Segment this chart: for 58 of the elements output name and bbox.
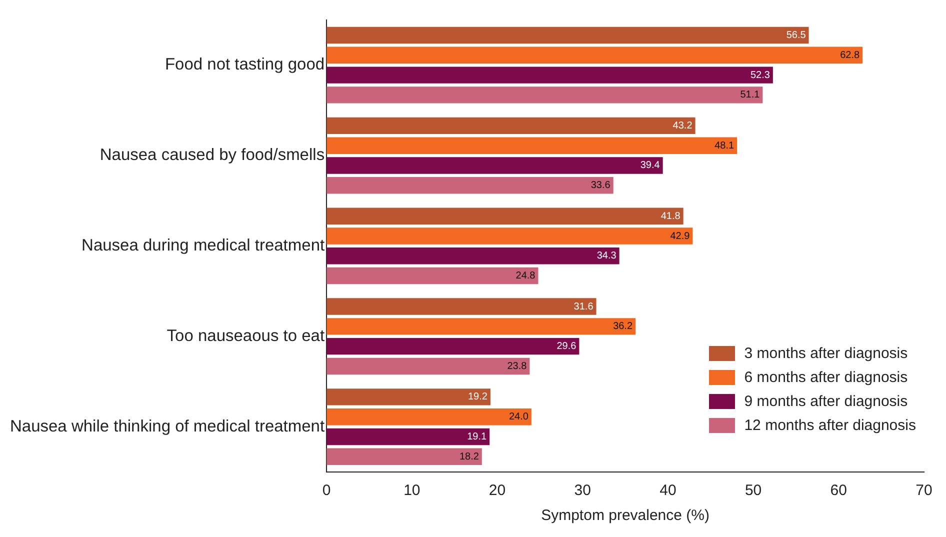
bar xyxy=(326,388,490,406)
bar xyxy=(326,298,596,315)
x-tick-label: 40 xyxy=(660,482,676,500)
x-tick-label: 30 xyxy=(574,482,591,500)
bar xyxy=(326,137,738,154)
x-axis-title: Symptom prevalence (%) xyxy=(541,507,710,524)
bar xyxy=(326,428,490,446)
data-label: 33.6 xyxy=(590,180,611,192)
data-label: 31.6 xyxy=(574,301,594,312)
data-label: 41.8 xyxy=(660,210,681,222)
bar xyxy=(326,267,538,284)
bar xyxy=(326,408,532,426)
legend-label: 9 months after diagnosis xyxy=(744,392,908,410)
data-label: 18.2 xyxy=(459,451,480,462)
bar xyxy=(326,86,763,104)
x-tick-label: 10 xyxy=(404,482,420,500)
data-label: 56.5 xyxy=(786,30,806,42)
data-label: 36.2 xyxy=(613,321,633,332)
data-label: 51.1 xyxy=(740,90,760,101)
x-tick-label: 20 xyxy=(488,482,506,500)
y-tick-label: Nausea during medical treatment xyxy=(82,236,325,254)
bar xyxy=(326,248,620,264)
legend-label: 6 months after diagnosis xyxy=(744,368,908,386)
x-tick-label: 70 xyxy=(916,482,932,500)
data-label: 23.8 xyxy=(507,360,528,372)
bar xyxy=(326,66,773,84)
legend-label: 3 months after diagnosis xyxy=(744,344,908,362)
legend-label: 12 months after diagnosis xyxy=(744,416,916,434)
bar xyxy=(326,318,636,335)
bar xyxy=(326,338,580,355)
bar xyxy=(326,358,530,375)
y-tick-label: Nausea while thinking of medical treatment xyxy=(10,417,325,436)
data-label: 24.0 xyxy=(508,412,529,423)
bar xyxy=(326,157,663,174)
data-label: 62.8 xyxy=(840,50,860,61)
data-label: 43.2 xyxy=(672,120,693,132)
x-tick-label: 60 xyxy=(830,482,847,500)
x-tick-label: 50 xyxy=(744,482,762,500)
bar xyxy=(326,228,693,244)
data-label: 19.1 xyxy=(467,431,488,442)
data-label: 42.9 xyxy=(670,230,690,242)
data-label: 48.1 xyxy=(714,140,735,152)
bar xyxy=(326,177,614,194)
bar xyxy=(326,26,809,44)
data-label: 52.3 xyxy=(750,70,770,81)
data-label: 34.3 xyxy=(596,250,617,262)
y-tick-label: Food not tasting good xyxy=(164,56,325,74)
data-label: 19.2 xyxy=(468,392,488,403)
y-tick-label: Nausea caused by food/smells xyxy=(100,146,325,164)
y-tick-label: Too nauseaous to eat xyxy=(166,326,325,345)
data-label: 29.6 xyxy=(556,341,577,352)
data-label: 24.8 xyxy=(516,270,536,282)
bar xyxy=(326,448,482,465)
bar xyxy=(326,46,863,64)
x-tick-label: 0 xyxy=(322,482,331,500)
bar xyxy=(326,208,684,224)
bar xyxy=(326,117,696,134)
data-label: 39.4 xyxy=(640,160,660,172)
